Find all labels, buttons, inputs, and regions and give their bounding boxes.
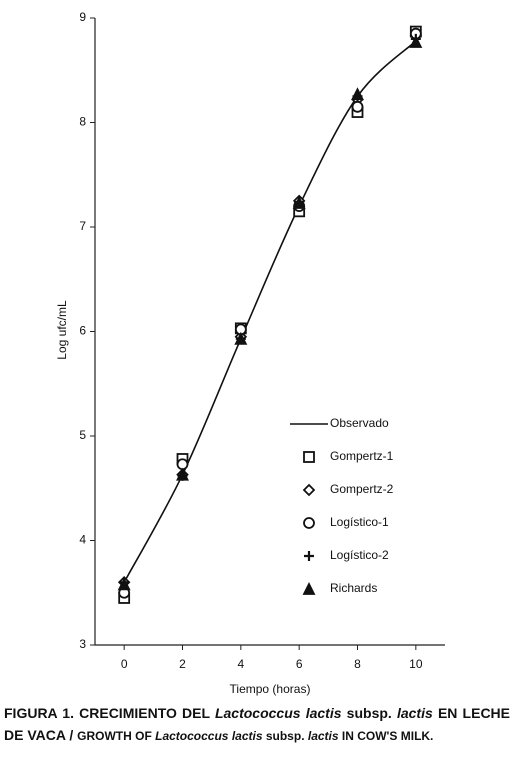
marker-triangle <box>351 87 364 101</box>
y-tick-label: 9 <box>79 10 86 24</box>
caption-text: IN COW'S MILK. <box>338 729 434 743</box>
legend-marker <box>304 551 314 561</box>
legend-marker <box>302 581 316 595</box>
series-line <box>123 40 417 583</box>
caption-text: lactis <box>307 729 339 743</box>
x-tick-label: 10 <box>409 657 423 671</box>
y-tick-label: 8 <box>79 115 86 129</box>
legend-label: Logístico-1 <box>330 515 389 529</box>
x-tick-label: 4 <box>237 657 244 671</box>
caption-text: Lactococcus lactis <box>155 729 263 743</box>
caption-text: lactis <box>396 705 433 721</box>
legend-label: Logístico-2 <box>330 548 389 562</box>
marker-triangle <box>117 577 131 591</box>
caption-text: GROWTH OF <box>77 729 156 743</box>
x-tick-label: 2 <box>179 657 186 671</box>
legend-marker <box>303 517 315 529</box>
y-tick-label: 4 <box>79 533 86 547</box>
x-axis-label: Tiempo (horas) <box>230 682 311 696</box>
y-axis-label: Log ufc/mL <box>55 300 69 360</box>
marker-triangle <box>176 467 189 481</box>
caption-text: FIGURA 1. CRECIMIENTO DEL <box>4 705 215 721</box>
marker-triangle <box>234 331 248 345</box>
caption-text: subsp. <box>341 705 397 721</box>
marker-circle <box>351 100 364 113</box>
y-tick-label: 3 <box>79 637 86 651</box>
x-tick-label: 0 <box>121 657 128 671</box>
caption-text: Lactococcus lactis <box>214 705 342 721</box>
legend-marker <box>303 451 315 463</box>
x-tick-label: 6 <box>296 657 303 671</box>
caption: FIGURA 1. CRECIMIENTO DEL Lactococcus la… <box>4 702 510 747</box>
y-tick-label: 5 <box>79 428 86 442</box>
caption-text: EN LECHE DE VACA / <box>4 705 510 743</box>
marker-triangle <box>409 35 423 48</box>
legend-marker <box>302 483 316 497</box>
caption-text: subsp. <box>262 729 308 743</box>
axis-frame <box>94 18 445 646</box>
legend-label: Gompertz-2 <box>330 482 394 496</box>
legend-label: Gompertz-1 <box>330 449 394 463</box>
y-tick-label: 7 <box>79 219 86 233</box>
x-tick-label: 8 <box>354 657 361 671</box>
legend-label: Richards <box>330 581 377 595</box>
chart: Tiempo (horas) Log ufc/mL 3 4 5 6 7 8 9 0 2 4 6 8 10… <box>55 10 445 696</box>
legend-label: Observado <box>330 416 389 430</box>
marker-triangle <box>292 195 306 209</box>
y-tick-label: 6 <box>79 324 86 338</box>
